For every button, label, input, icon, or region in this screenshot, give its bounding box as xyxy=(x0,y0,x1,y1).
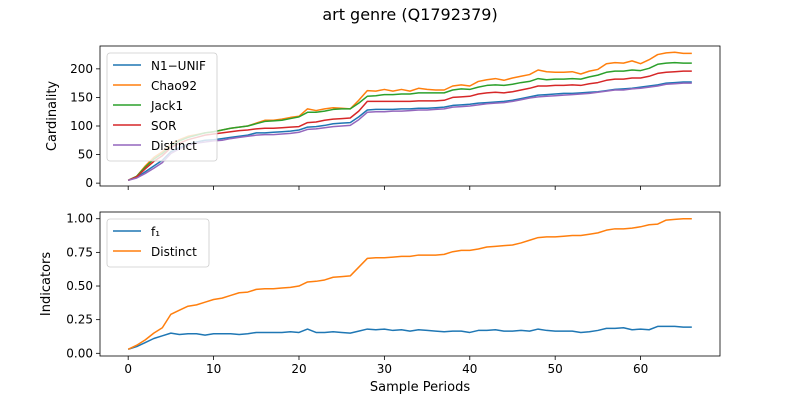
y-tick-label: 200 xyxy=(70,62,93,76)
x-tick-label: 30 xyxy=(377,362,392,376)
x-tick-label: 10 xyxy=(206,362,221,376)
legend-1: N1−UNIF Chao92 Jack1 SOR Distinct xyxy=(106,52,218,162)
x-tick-label: 40 xyxy=(462,362,477,376)
chart-panel-2: 0 10 20 30 40 50 60 0.00 0.25 0.50 0.75 1.00 Indicat… xyxy=(39,211,721,395)
legend-2: f₁ Distinct xyxy=(106,218,210,268)
legend-label-2: Distinct xyxy=(151,245,197,259)
legend-label-1: f₁ xyxy=(151,225,160,239)
y-tick-label: 0.50 xyxy=(66,279,93,293)
x-tick-label: 60 xyxy=(633,362,648,376)
y-tick-label: 100 xyxy=(70,119,93,133)
legend-label-2: Chao92 xyxy=(151,79,197,93)
series-line-2-2 xyxy=(127,217,692,350)
y-tick-label: 0 xyxy=(85,176,93,190)
x-tick-label: 20 xyxy=(291,362,306,376)
legend-label-3: Jack1 xyxy=(150,99,183,113)
axes-frame-1 xyxy=(99,45,721,187)
y-axis-label: Cardinality xyxy=(45,81,60,152)
y-tick-label: 150 xyxy=(70,90,93,104)
y-tick-label: 0.75 xyxy=(66,245,93,259)
y-tick-label: 50 xyxy=(78,148,93,162)
axes-frame-2 xyxy=(99,211,721,357)
series-line-1-5 xyxy=(127,82,692,182)
y-tick-label: 0.00 xyxy=(66,346,93,360)
legend-label-1: N1−UNIF xyxy=(151,59,206,73)
legend-label-5: Distinct xyxy=(151,139,197,153)
panels: 050100150200CardinalityN1−UNIFChao92Jack… xyxy=(39,45,721,395)
figure-title: art genre (Q1792379) xyxy=(322,5,497,24)
legend-label-4: SOR xyxy=(151,119,176,133)
legend-box xyxy=(106,52,218,162)
y-tick-label: 0.25 xyxy=(66,313,93,327)
x-axis-label: Sample Periods xyxy=(370,380,470,395)
y-tick-label: 1.00 xyxy=(66,212,93,226)
x-tick-label: 0 xyxy=(124,362,132,376)
series-line-1-4 xyxy=(127,70,692,181)
chart-panel-1: 0 50 100 150 200 Cardinality N1−UNIF Chao92 Jack… xyxy=(45,45,721,190)
y-axis-label: Indicators xyxy=(39,252,54,316)
series-line-2-1 xyxy=(127,325,692,350)
series-line-1-3 xyxy=(127,61,692,181)
x-tick-label: 50 xyxy=(548,362,563,376)
